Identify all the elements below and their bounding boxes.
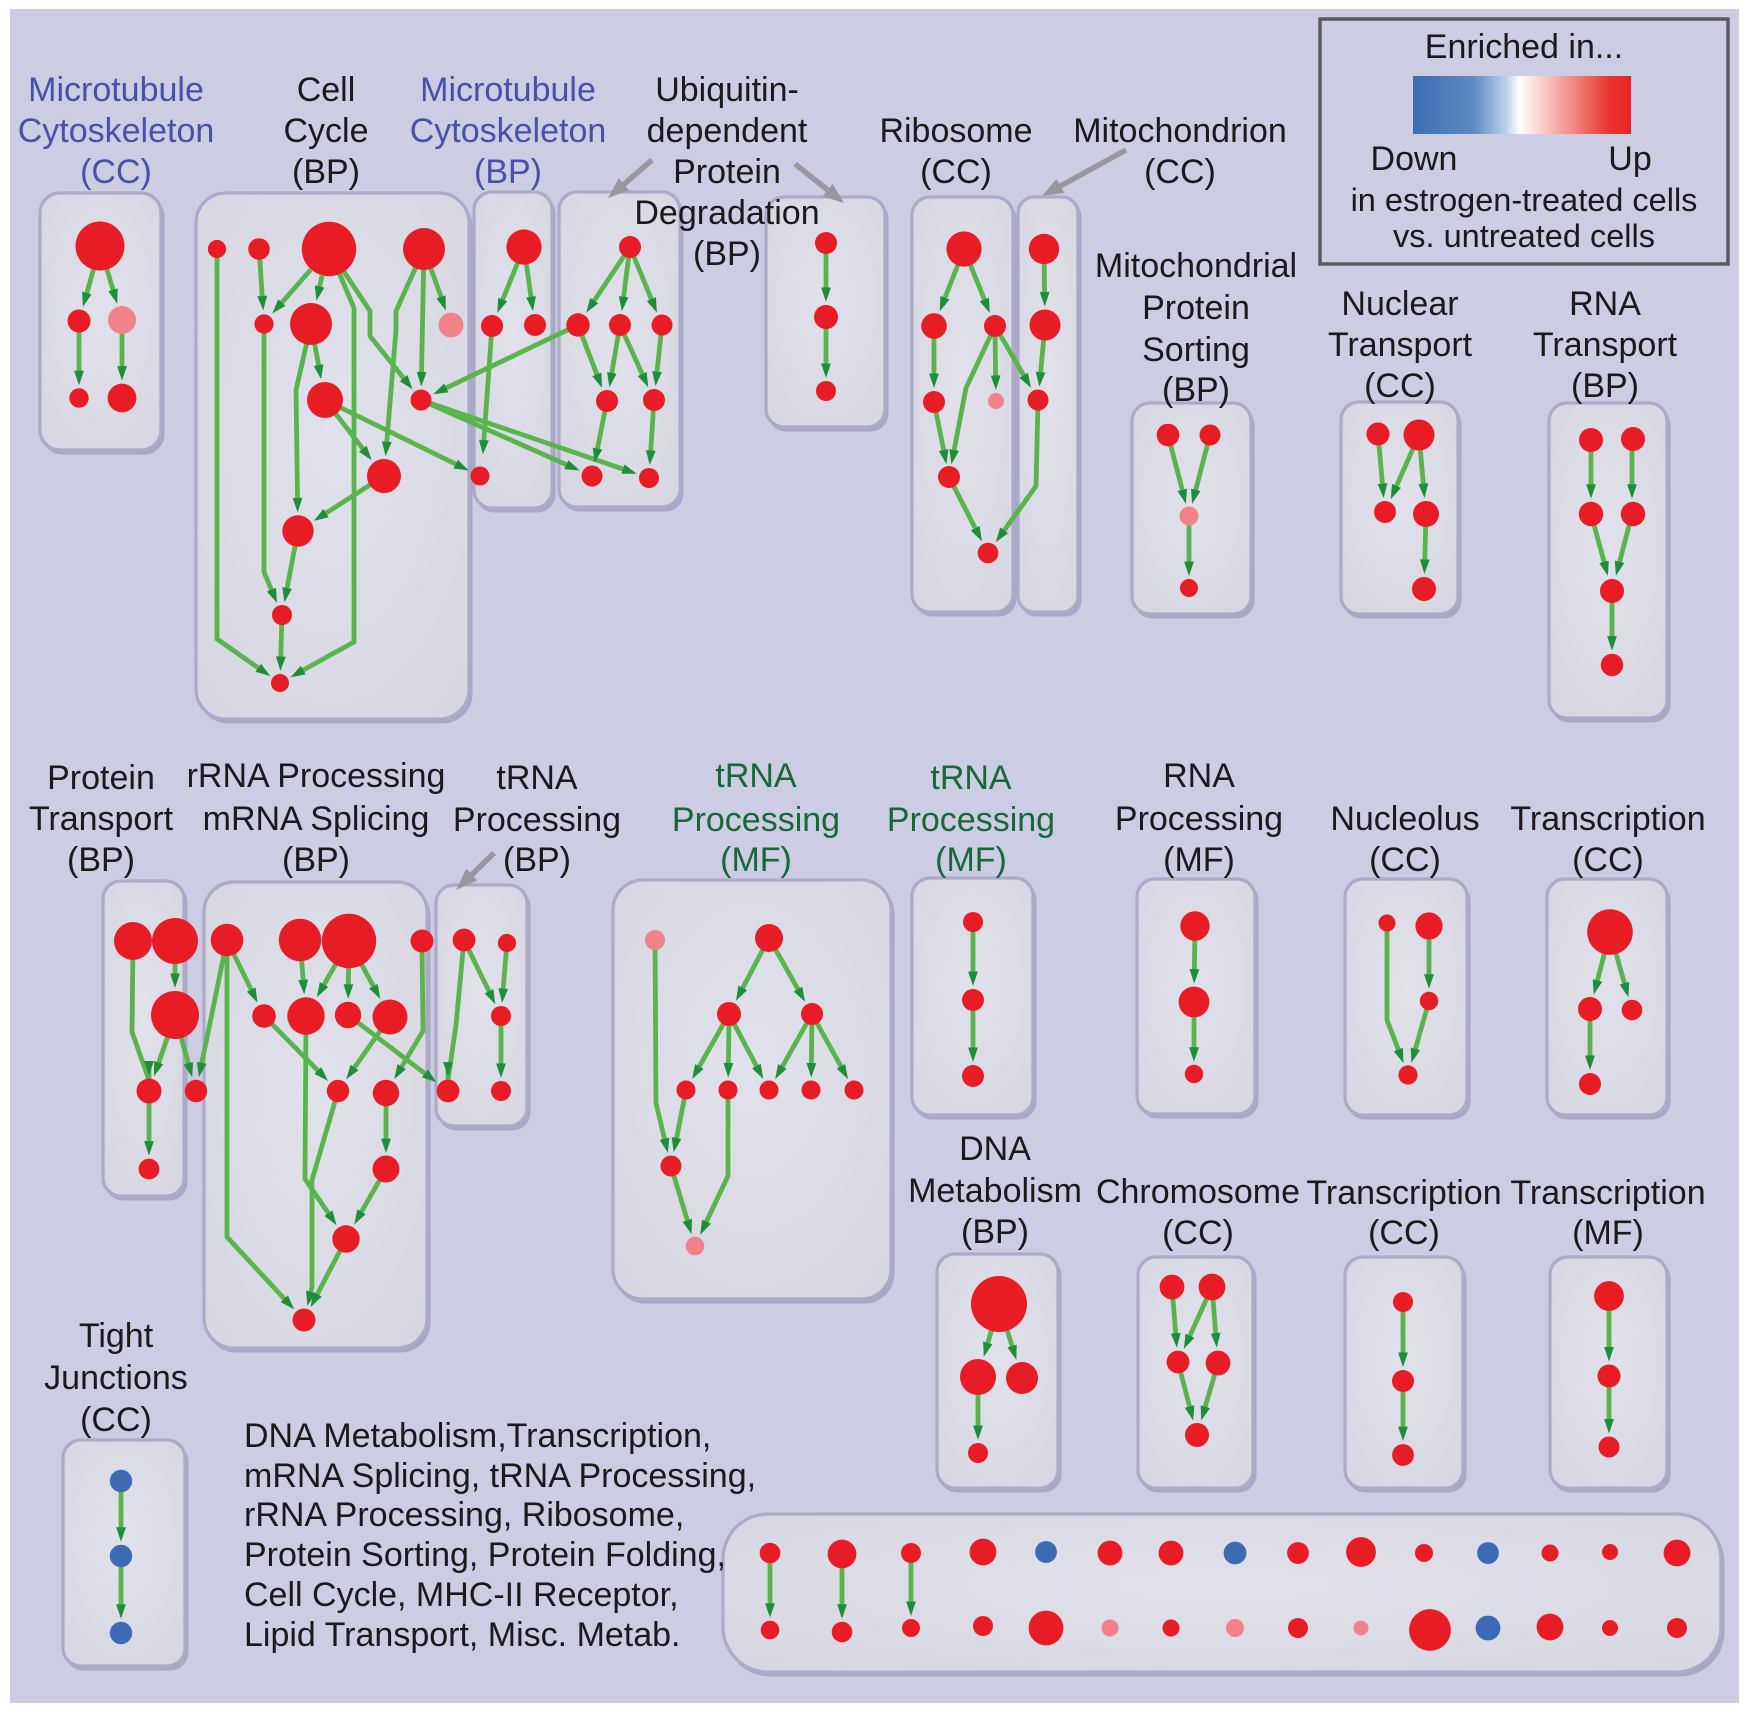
svg-text:Up: Up xyxy=(1608,140,1651,178)
svg-text:Transcription: Transcription xyxy=(1510,1174,1705,1212)
svg-text:tRNA: tRNA xyxy=(496,759,578,797)
svg-text:Mitochondrion: Mitochondrion xyxy=(1073,112,1287,150)
svg-text:(BP): (BP) xyxy=(1162,371,1230,409)
svg-text:(CC): (CC) xyxy=(1364,367,1436,405)
svg-text:(MF): (MF) xyxy=(720,841,792,879)
svg-text:Processing: Processing xyxy=(453,801,621,839)
svg-text:(CC): (CC) xyxy=(920,153,992,191)
svg-text:Protein: Protein xyxy=(47,759,155,797)
svg-text:Microtubule: Microtubule xyxy=(420,71,596,109)
svg-text:(BP): (BP) xyxy=(1571,367,1639,405)
svg-text:(CC): (CC) xyxy=(1144,153,1216,191)
svg-text:Protein: Protein xyxy=(1142,289,1250,327)
svg-text:(CC): (CC) xyxy=(80,153,152,191)
svg-text:vs. untreated cells: vs. untreated cells xyxy=(1393,218,1655,254)
svg-text:in estrogen-treated cells: in estrogen-treated cells xyxy=(1351,182,1698,218)
svg-text:(CC): (CC) xyxy=(1162,1214,1234,1252)
svg-text:(CC): (CC) xyxy=(1368,1214,1440,1252)
svg-text:Cell: Cell xyxy=(297,71,356,109)
svg-text:Protein: Protein xyxy=(673,153,781,191)
svg-text:Transcription: Transcription xyxy=(1306,1174,1501,1212)
svg-text:rRNA Processing, Ribosome,: rRNA Processing, Ribosome, xyxy=(244,1496,684,1534)
svg-text:tRNA: tRNA xyxy=(715,757,797,795)
svg-text:Enriched in...: Enriched in... xyxy=(1425,28,1623,66)
svg-text:mRNA Splicing: mRNA Splicing xyxy=(203,800,430,838)
svg-text:(MF): (MF) xyxy=(935,841,1007,879)
svg-text:Junctions: Junctions xyxy=(44,1359,188,1397)
svg-text:(CC): (CC) xyxy=(1572,841,1644,879)
svg-text:tRNA: tRNA xyxy=(930,759,1012,797)
svg-text:Tight: Tight xyxy=(79,1317,154,1355)
svg-text:(MF): (MF) xyxy=(1572,1214,1644,1252)
svg-text:Degradation: Degradation xyxy=(634,194,819,232)
svg-text:Cytoskeleton: Cytoskeleton xyxy=(410,112,607,150)
svg-text:RNA: RNA xyxy=(1163,757,1235,795)
svg-text:Transport: Transport xyxy=(1328,326,1473,364)
svg-text:(CC): (CC) xyxy=(1369,841,1441,879)
svg-text:Processing: Processing xyxy=(1115,800,1283,838)
svg-text:(CC): (CC) xyxy=(80,1401,152,1439)
svg-text:Mitochondrial: Mitochondrial xyxy=(1095,247,1297,285)
svg-text:Sorting: Sorting xyxy=(1142,331,1250,369)
svg-text:Ubiquitin-: Ubiquitin- xyxy=(655,71,799,109)
svg-text:(BP): (BP) xyxy=(503,841,571,879)
svg-text:Metabolism: Metabolism xyxy=(908,1172,1082,1210)
svg-text:Nucleolus: Nucleolus xyxy=(1330,800,1479,838)
svg-text:Cytoskeleton: Cytoskeleton xyxy=(18,112,215,150)
svg-text:Nuclear: Nuclear xyxy=(1341,285,1458,323)
svg-text:Down: Down xyxy=(1371,140,1458,178)
svg-text:Processing: Processing xyxy=(887,801,1055,839)
svg-text:(BP): (BP) xyxy=(282,841,350,879)
svg-text:dependent: dependent xyxy=(647,112,808,150)
svg-text:(MF): (MF) xyxy=(1163,841,1235,879)
svg-text:Transport: Transport xyxy=(1533,326,1678,364)
svg-text:Ribosome: Ribosome xyxy=(879,112,1032,150)
svg-text:rRNA Processing: rRNA Processing xyxy=(187,757,446,795)
svg-text:mRNA Splicing, tRNA Processing: mRNA Splicing, tRNA Processing, xyxy=(244,1457,756,1495)
svg-text:Microtubule: Microtubule xyxy=(28,71,204,109)
svg-text:RNA: RNA xyxy=(1569,285,1641,323)
svg-text:(BP): (BP) xyxy=(474,153,542,191)
svg-text:Transcription: Transcription xyxy=(1510,800,1705,838)
svg-text:(BP): (BP) xyxy=(961,1213,1029,1251)
svg-text:Chromosome: Chromosome xyxy=(1096,1173,1300,1211)
svg-text:Protein Sorting, Protein Foldi: Protein Sorting, Protein Folding, xyxy=(244,1536,726,1574)
svg-text:Lipid Transport, Misc. Metab.: Lipid Transport, Misc. Metab. xyxy=(244,1616,681,1654)
svg-text:DNA Metabolism,Transcription,: DNA Metabolism,Transcription, xyxy=(244,1417,711,1455)
svg-text:Processing: Processing xyxy=(672,801,840,839)
svg-text:Transport: Transport xyxy=(29,800,174,838)
svg-text:(BP): (BP) xyxy=(67,841,135,879)
svg-text:(BP): (BP) xyxy=(693,235,761,273)
svg-text:DNA: DNA xyxy=(959,1130,1031,1168)
svg-text:Cell Cycle, MHC-II Receptor,: Cell Cycle, MHC-II Receptor, xyxy=(244,1576,679,1614)
svg-text:(BP): (BP) xyxy=(292,153,360,191)
svg-text:Cycle: Cycle xyxy=(283,112,368,150)
